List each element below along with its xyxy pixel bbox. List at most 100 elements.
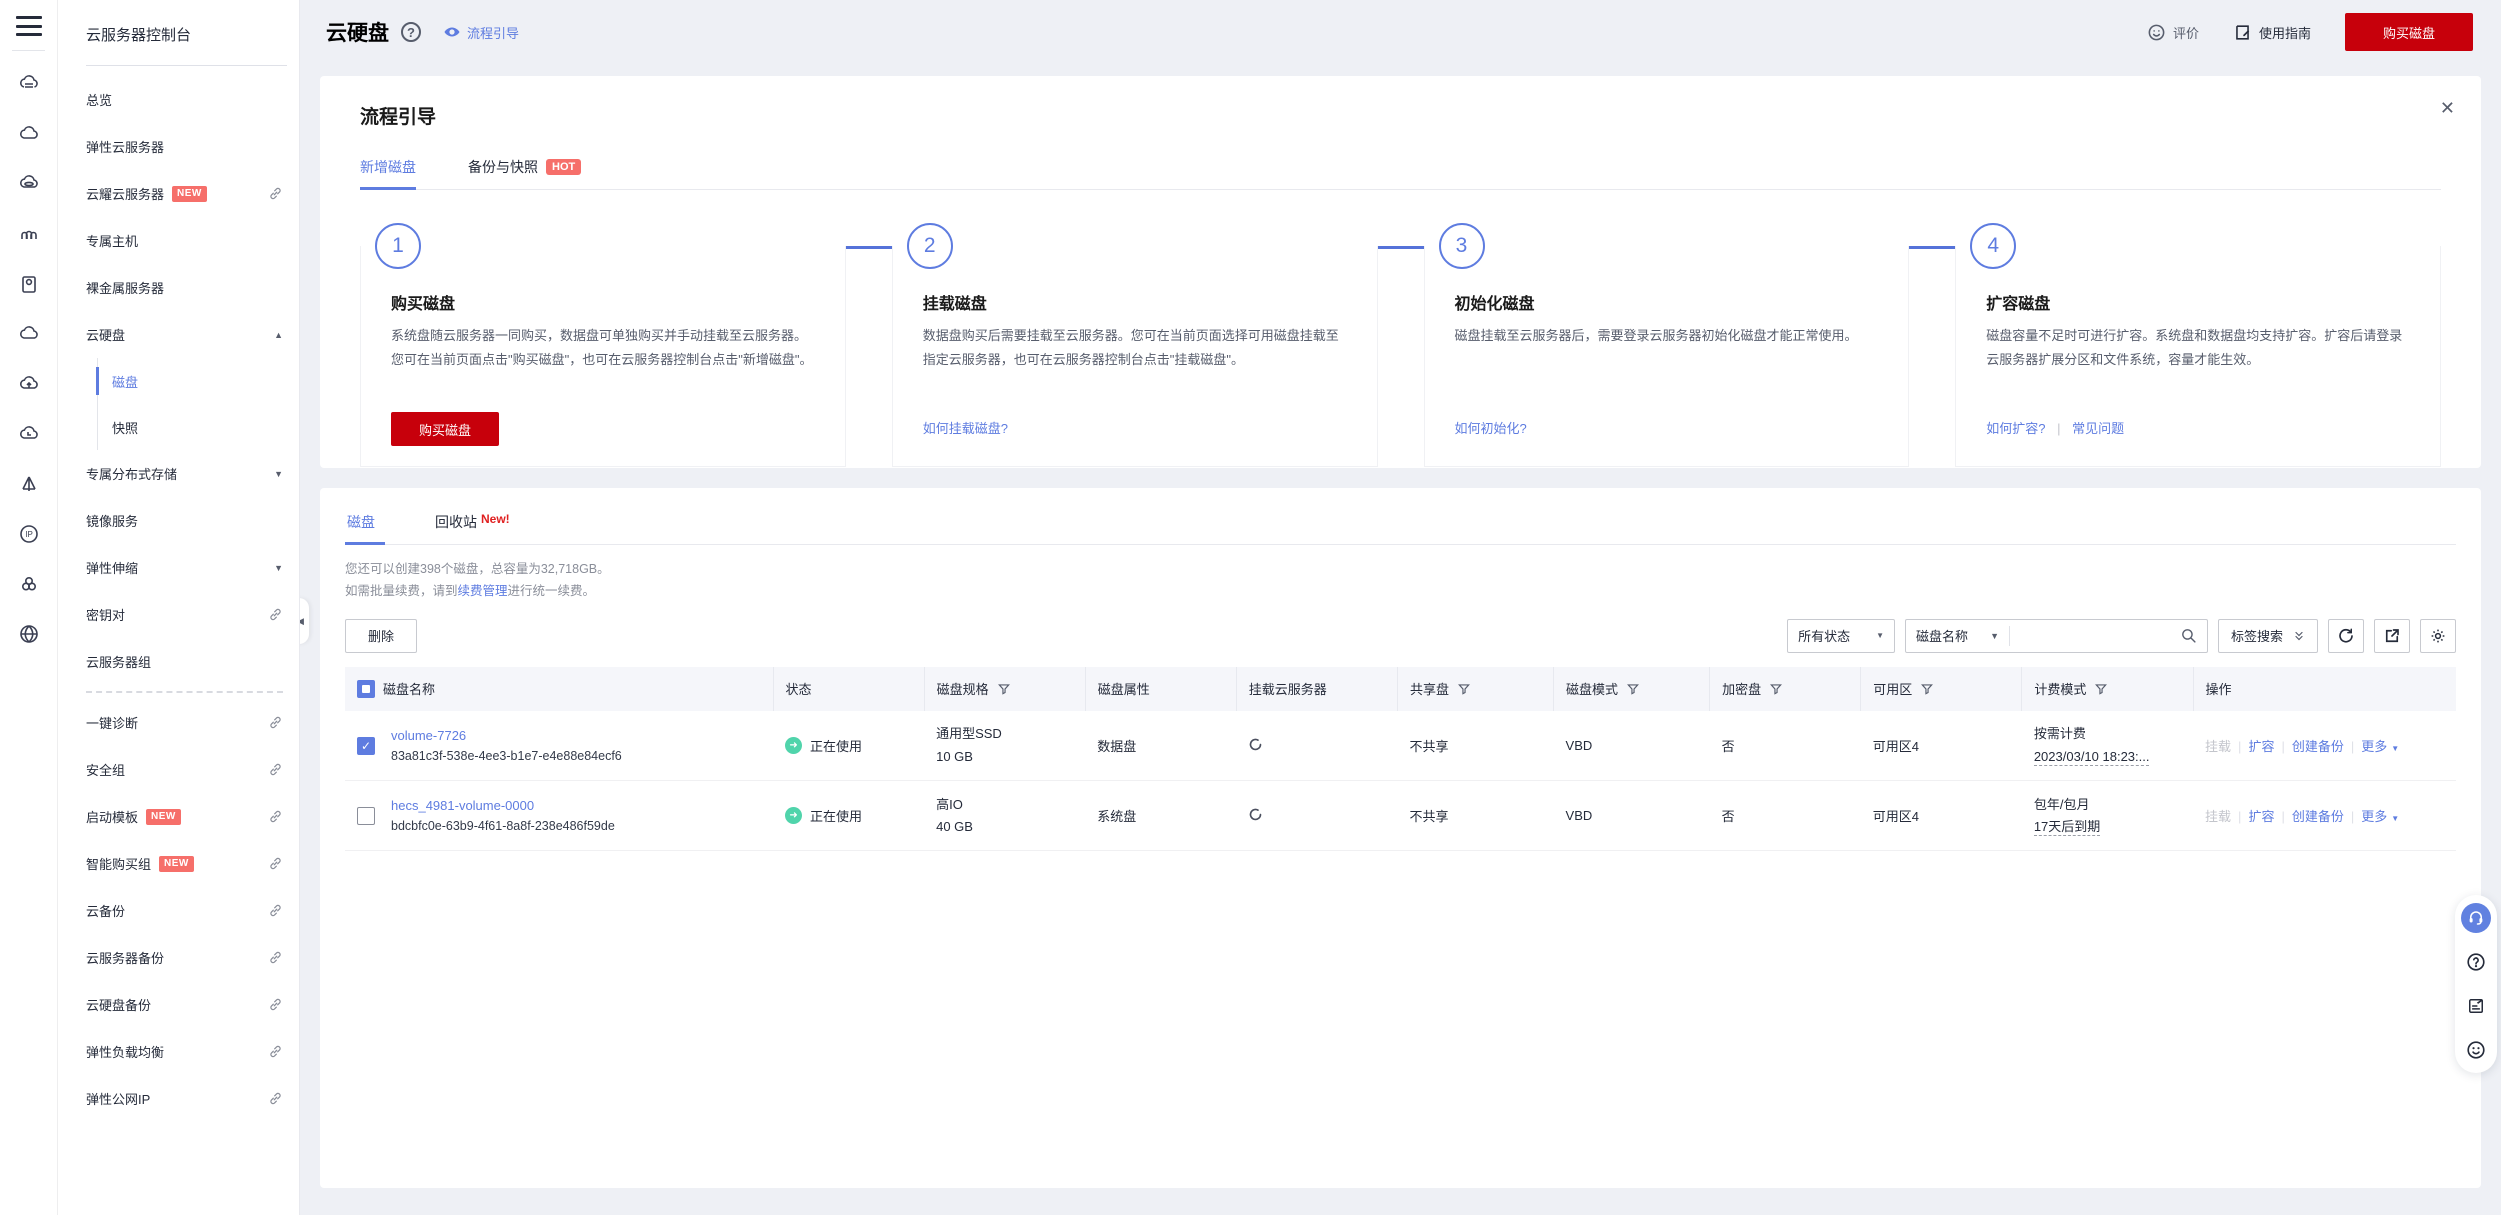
search-input[interactable] xyxy=(2009,620,2170,651)
status-text: 正在使用 xyxy=(810,809,863,825)
sidebar-item-as[interactable]: 弹性伸缩 ▼ xyxy=(86,561,283,576)
user-guide-button[interactable]: 使用指南 xyxy=(2233,23,2311,42)
sidebar-item-server-group[interactable]: 云服务器组 xyxy=(86,655,152,670)
globe-network-icon[interactable] xyxy=(9,609,49,659)
status-filter-select[interactable]: 所有状态 ▼ xyxy=(1787,618,1896,653)
refresh-button[interactable] xyxy=(2328,618,2364,653)
billing-detail[interactable]: 17天后到期 xyxy=(2033,818,2101,836)
sidebar-item-cbr[interactable]: 云备份 xyxy=(58,887,299,934)
step-buy-disk-button[interactable]: 购买磁盘 xyxy=(391,412,499,446)
sidebar-subitem-disks[interactable]: 磁盘 xyxy=(96,358,299,404)
sidebar-item-keypair[interactable]: 密钥对 xyxy=(58,591,299,638)
quota-line-2: 如需批量续费，请到续费管理进行统一续费。 xyxy=(345,583,596,598)
new-text-badge: New! xyxy=(481,512,510,526)
user-group-icon[interactable] xyxy=(9,209,49,259)
export-button[interactable] xyxy=(2374,618,2410,653)
search-icon[interactable] xyxy=(2170,627,2207,644)
sidebar-subitem-snapshots[interactable]: 快照 xyxy=(112,420,139,436)
customer-service-button[interactable] xyxy=(2461,903,2491,933)
sidebar-item-smart-purchase[interactable]: 智能购买组 NEW xyxy=(58,840,299,887)
select-all-checkbox[interactable] xyxy=(357,679,375,698)
attached-server-loading-icon xyxy=(1249,738,1262,750)
sidebar-item-evs[interactable]: 云硬盘 ▲ xyxy=(86,328,283,343)
filter-icon[interactable] xyxy=(997,682,1011,696)
ecs-stack-icon[interactable] xyxy=(9,159,49,209)
sidebar-item-eip[interactable]: 弹性公网IP xyxy=(58,1075,299,1122)
filter-icon[interactable] xyxy=(1457,682,1471,696)
how-to-attach-link[interactable]: 如何挂载磁盘? xyxy=(922,421,1008,436)
sidebar-item-launch-template[interactable]: 启动模板 NEW xyxy=(58,793,299,840)
help-button[interactable] xyxy=(2461,947,2491,977)
tab-recycle-bin[interactable]: 回收站 New! xyxy=(435,512,510,530)
buy-disk-button[interactable]: 购买磁盘 xyxy=(2345,13,2473,51)
expand-action[interactable]: 扩容 xyxy=(2248,739,2275,754)
vector-pyramid-icon[interactable] xyxy=(9,459,49,509)
filter-icon[interactable] xyxy=(1920,682,1934,696)
sidebar-item-ims[interactable]: 镜像服务 xyxy=(86,514,139,529)
billing-detail[interactable]: 2023/03/10 18:23:... xyxy=(2033,748,2150,766)
cloud-outline-icon[interactable] xyxy=(9,309,49,359)
filter-icon[interactable] xyxy=(1626,682,1640,696)
close-icon[interactable]: ✕ xyxy=(2439,98,2455,118)
new-badge: NEW xyxy=(172,185,207,202)
disk-name-link[interactable]: volume-7726 xyxy=(391,728,467,743)
delete-button[interactable]: 删除 xyxy=(345,618,418,653)
tab-new-disk[interactable]: 新增磁盘 xyxy=(360,157,416,190)
hamburger-menu-icon[interactable] xyxy=(16,16,42,36)
smiley-icon xyxy=(2148,24,2165,40)
disk-device-icon[interactable] xyxy=(9,259,49,309)
tab-disks[interactable]: 磁盘 xyxy=(345,504,385,545)
attach-action[interactable]: 挂载 xyxy=(2205,809,2232,825)
feedback-button[interactable]: 评价 xyxy=(2147,23,2199,42)
cloud-clock-icon[interactable] xyxy=(9,409,49,459)
search-combo: 磁盘名称 ▼ xyxy=(1905,618,2208,653)
sidebar-item-deh[interactable]: 专属主机 xyxy=(86,234,139,249)
tab-backup-snapshot[interactable]: 备份与快照 HOT xyxy=(468,157,582,189)
sidebar-item-ecs[interactable]: 弹性云服务器 xyxy=(86,140,165,155)
ip-address-icon[interactable]: IP xyxy=(9,509,49,559)
tag-search-button[interactable]: 标签搜索 xyxy=(2217,618,2318,653)
filter-icon[interactable] xyxy=(2094,682,2108,696)
disk-tabs: 磁盘 回收站 New! xyxy=(345,504,2456,545)
sidebar-item-diagnosis[interactable]: 一键诊断 xyxy=(58,699,299,746)
how-to-init-link[interactable]: 如何初始化? xyxy=(1454,421,1527,436)
create-backup-action[interactable]: 创建备份 xyxy=(2291,739,2344,754)
expand-action[interactable]: 扩容 xyxy=(2248,809,2275,825)
filter-icon[interactable] xyxy=(1769,682,1783,696)
row-checkbox[interactable] xyxy=(357,806,375,825)
sidebar-item-bms[interactable]: 裸金属服务器 xyxy=(86,281,165,296)
more-actions[interactable]: 更多 ▼ xyxy=(2361,809,2400,825)
sidebar-item-dss[interactable]: 专属分布式存储 ▼ xyxy=(86,467,283,482)
feedback-smiley-button[interactable] xyxy=(2461,1035,2491,1065)
column-settings-button[interactable] xyxy=(2420,618,2456,653)
step-number: 2 xyxy=(906,223,953,269)
sidebar-item-overview[interactable]: 总览 xyxy=(86,93,113,108)
row-checkbox[interactable]: ✓ xyxy=(357,736,375,755)
cloud-icon[interactable] xyxy=(9,109,49,159)
how-to-expand-link[interactable]: 如何扩容? xyxy=(1986,421,2046,436)
disk-name-link[interactable]: hecs_4981-volume-0000 xyxy=(391,798,535,814)
sidebar-item-disk-backup[interactable]: 云硬盘备份 xyxy=(58,981,299,1028)
sidebar-item-hecs[interactable]: 云耀云服务器 NEW xyxy=(58,170,299,217)
help-icon[interactable]: ? xyxy=(401,22,421,42)
create-backup-action[interactable]: 创建备份 xyxy=(2291,809,2344,825)
cloud-upload-icon[interactable] xyxy=(9,359,49,409)
search-type-select[interactable]: 磁盘名称 ▼ xyxy=(1916,629,1999,645)
group-circles-icon[interactable] xyxy=(9,559,49,609)
sidebar-item-elb[interactable]: 弹性负载均衡 xyxy=(58,1028,299,1075)
table-header-row: 磁盘名称 状态 磁盘规格 磁盘属性 挂载云服务器 共享盘 磁盘模式 加密盘 可用… xyxy=(345,666,2456,711)
step-number: 4 xyxy=(1970,223,2017,269)
attach-action[interactable]: 挂载 xyxy=(2205,739,2232,754)
sidebar-item-server-backup[interactable]: 云服务器备份 xyxy=(58,934,299,981)
flow-guide-link[interactable]: 流程引导 xyxy=(443,23,519,42)
faq-link[interactable]: 常见问题 xyxy=(2072,421,2125,436)
external-link-icon xyxy=(268,809,283,824)
question-circle-icon xyxy=(2467,953,2485,971)
more-actions[interactable]: 更多 ▼ xyxy=(2361,739,2400,754)
renewal-management-link[interactable]: 续费管理 xyxy=(457,583,508,598)
cloud-server-console-icon[interactable] xyxy=(9,59,49,109)
survey-button[interactable] xyxy=(2461,991,2491,1021)
sidebar-item-security-group[interactable]: 安全组 xyxy=(58,746,299,793)
disk-id: bdcbfc0e-63b9-4f61-8a8f-238e486f59de xyxy=(391,819,615,834)
